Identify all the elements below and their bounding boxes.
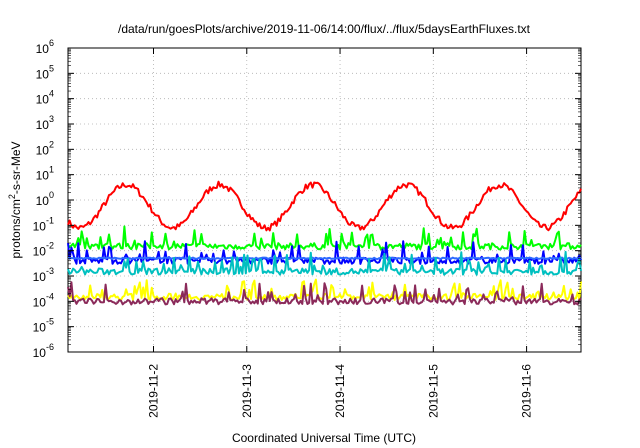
series-line <box>67 240 582 265</box>
y-tick-label: 101 <box>36 165 54 183</box>
y-tick-label: 104 <box>36 89 54 107</box>
series-line <box>67 281 582 306</box>
chart-title: /data/run/goesPlots/archive/2019-11-06/1… <box>118 22 531 36</box>
x-axis-label: Coordinated Universal Time (UTC) <box>232 431 416 445</box>
y-tick-label: 106 <box>36 38 54 56</box>
y-tick-label: 105 <box>36 63 54 81</box>
series-line <box>67 180 582 232</box>
y-axis-label: protons/cm2-s-sr-MeV <box>7 141 23 258</box>
x-tick-label: 2019-11-5 <box>426 364 440 418</box>
y-tick-label: 10-4 <box>33 291 54 309</box>
y-tick-label: 10-6 <box>33 342 54 360</box>
x-tick-label: 2019-11-3 <box>240 364 254 418</box>
grid-lines <box>68 48 581 352</box>
y-tick-label: 10-3 <box>33 266 54 284</box>
x-tick-label: 2019-11-4 <box>333 364 347 418</box>
y-tick-label: 102 <box>36 139 54 157</box>
y-ticks: 10-6 10-5 10-4 10-3 10-2 10-1 100 101 102 103 104 1… <box>33 38 581 360</box>
x-ticks: 2019-11-2 2019-11-3 2019-11-4 2019-11-5 2019… <box>147 48 534 418</box>
y-tick-label: 10-1 <box>33 215 54 233</box>
y-tick-label: 10-2 <box>33 241 54 259</box>
series-line <box>67 225 582 251</box>
y-tick-label: 100 <box>36 190 54 208</box>
series-lines <box>67 180 582 306</box>
series-line <box>67 250 582 276</box>
x-tick-label: 2019-11-2 <box>147 364 161 418</box>
y-tick-label: 103 <box>36 114 54 132</box>
y-tick-label: 10-5 <box>33 317 54 335</box>
x-tick-label: 2019-11-6 <box>520 364 534 418</box>
series-line <box>67 256 582 261</box>
